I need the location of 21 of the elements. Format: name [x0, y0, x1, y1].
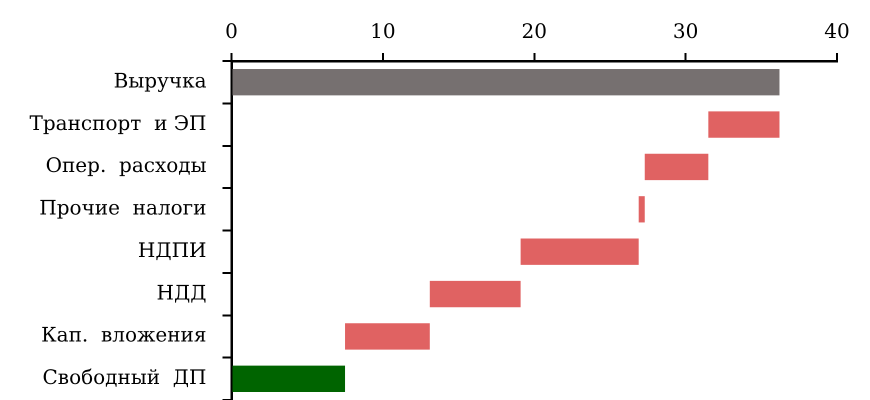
bar [638, 196, 645, 222]
y-tick-label: Выручка [114, 68, 207, 92]
y-tick-label: Свободный ДП [42, 365, 206, 390]
y-tick-label: Кап. вложения [41, 322, 206, 347]
bar [232, 366, 346, 392]
bar [520, 238, 639, 265]
bar [430, 280, 521, 308]
y-tick-label: Опер. расходы [46, 153, 207, 178]
bar [345, 323, 430, 350]
x-tick-label: 20 [522, 19, 547, 44]
bar [232, 69, 780, 96]
y-tick-label: НДД [156, 280, 206, 304]
bar [708, 111, 780, 138]
bar [644, 154, 708, 180]
y-tick-label: Транспорт и ЭП [30, 110, 206, 135]
x-tick-label: 30 [672, 19, 698, 44]
y-tick-label: Прочие налоги [39, 196, 206, 220]
x-tick-label: 40 [824, 19, 850, 44]
x-tick-label: 10 [370, 19, 396, 44]
x-tick-label: 0 [225, 19, 238, 44]
y-tick-label: НДПИ [138, 238, 206, 262]
